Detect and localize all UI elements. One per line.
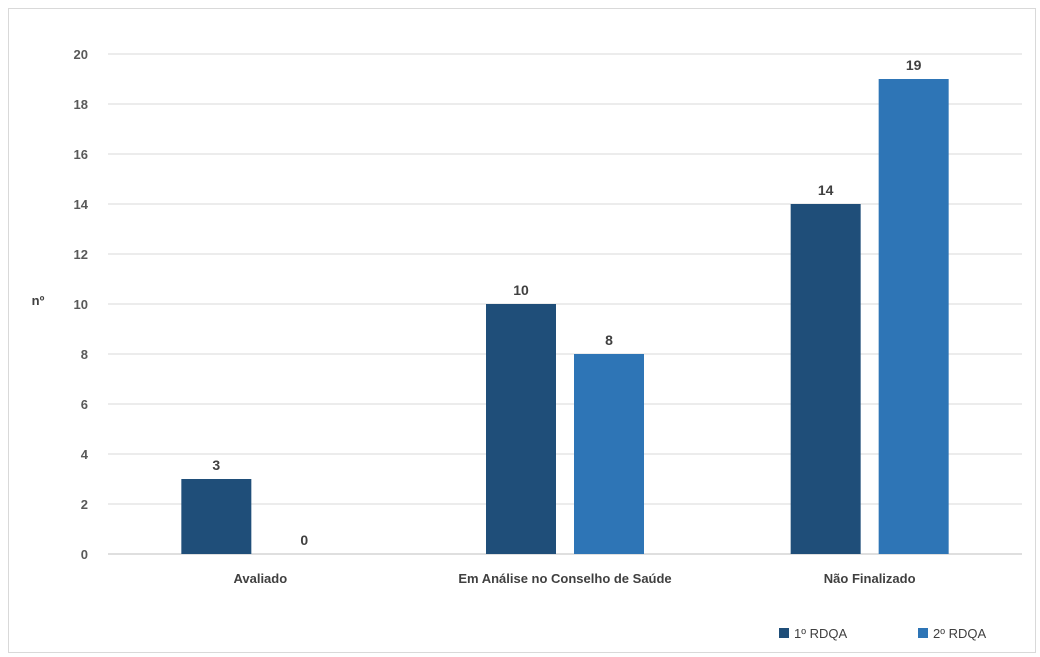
y-tick-label: 14 [74,197,89,212]
y-tick-label: 6 [81,397,88,412]
bars [181,79,949,554]
y-tick-label: 18 [74,97,88,112]
category-label: Em Análise no Conselho de Saúde [458,571,671,586]
bar [574,354,644,554]
data-label: 8 [605,332,613,348]
legend-label: 2º RDQA [933,626,986,641]
category-label: Não Finalizado [824,571,916,586]
data-label: 3 [212,457,220,473]
y-tick-label: 2 [81,497,88,512]
category-labels: Avaliado Em Análise no Conselho de Saúde N… [233,571,915,586]
data-label: 10 [513,282,529,298]
legend-swatch [779,628,789,638]
y-tick-label: 20 [74,47,88,62]
y-tick-label: 0 [81,547,88,562]
data-label: 19 [906,57,922,73]
legend-label: 1º RDQA [794,626,847,641]
bar [878,79,949,554]
y-tick-label: 4 [81,447,89,462]
y-tick-label: 16 [74,147,88,162]
y-axis-ticks: 0 2 4 6 8 10 12 14 16 18 20 [74,47,89,562]
category-label: Avaliado [233,571,287,586]
gridlines [108,53,1022,555]
bar [790,204,861,554]
bar [486,304,556,554]
y-axis-label: nº [32,293,45,308]
data-labels: 3 0 10 8 14 19 [212,57,921,548]
data-label: 0 [300,532,308,548]
y-tick-label: 12 [74,247,88,262]
bar [181,479,252,554]
y-tick-label: 10 [74,297,88,312]
y-tick-label: 8 [81,347,88,362]
legend-swatch [918,628,928,638]
legend: 1º RDQA 2º RDQA [779,626,986,641]
data-label: 14 [818,182,834,198]
